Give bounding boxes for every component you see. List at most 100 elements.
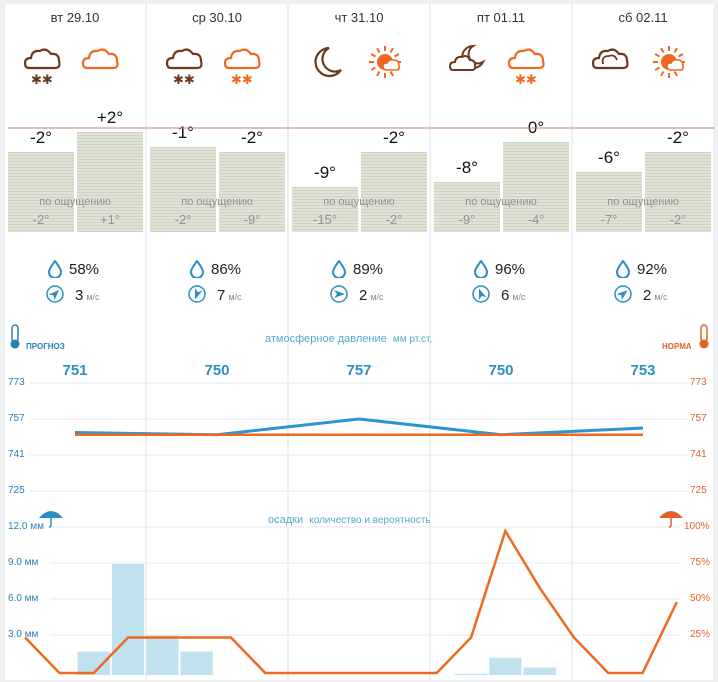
pressure-tick-left: 741 xyxy=(8,449,25,460)
feels-like-caption: по ощущению xyxy=(181,196,253,208)
precip-tick-left: 12.0 мм xyxy=(8,521,44,532)
umbrella-icon xyxy=(659,511,683,528)
feels-like-value: -2° xyxy=(32,212,50,227)
temperature-bar xyxy=(503,142,569,232)
humidity-value: 96% xyxy=(495,261,526,278)
cloud-snow-icon: ✱✱ xyxy=(223,48,261,88)
umbrella-icon xyxy=(39,511,63,528)
svg-text:✱✱: ✱✱ xyxy=(173,73,195,88)
temperature-bar xyxy=(434,182,500,232)
humidity-value: 89% xyxy=(353,261,384,278)
pressure-value: 753 xyxy=(630,362,656,379)
wind-speed: 2 м/с xyxy=(643,287,668,304)
feels-like-value: -7° xyxy=(600,212,618,227)
feels-like-value: -4° xyxy=(527,212,545,227)
wind-direction-icon xyxy=(46,285,64,303)
humidity-drop-icon xyxy=(474,260,488,278)
humidity-value: 92% xyxy=(637,261,668,278)
feels-like-value: -2° xyxy=(174,212,192,227)
day-date: сб 02.11 xyxy=(618,10,668,25)
cloud-icon xyxy=(81,48,119,70)
temperature-value: -8° xyxy=(456,158,478,177)
day-date: ср 30.10 xyxy=(192,10,242,25)
wind-speed: 3 м/с xyxy=(75,287,100,304)
pressure-tick-left: 725 xyxy=(8,485,25,496)
precip-amount-bar xyxy=(180,651,213,675)
feels-like-caption: по ощущению xyxy=(607,196,679,208)
wind-direction-icon xyxy=(330,285,348,303)
precip-title: осадки количество и вероятность xyxy=(268,514,431,526)
day-date: вт 29.10 xyxy=(50,10,100,25)
feels-like-value: -2° xyxy=(669,212,687,227)
moon-icon xyxy=(314,46,342,78)
cloud-snow-icon: ✱✱ xyxy=(507,48,545,88)
svg-text:✱✱: ✱✱ xyxy=(515,73,537,88)
wind-direction-icon xyxy=(188,285,206,303)
feels-like-value: -9° xyxy=(458,212,476,227)
temperature-bar xyxy=(292,187,358,232)
temperature-bar xyxy=(645,152,711,232)
precip-tick-left: 6.0 мм xyxy=(8,593,39,604)
feels-like-value: -2° xyxy=(385,212,403,227)
temperature-bar xyxy=(8,152,74,232)
pressure-title: атмосферное давление мм рт.ст. xyxy=(265,333,433,345)
wind-speed: 6 м/с xyxy=(501,287,526,304)
svg-text:✱✱: ✱✱ xyxy=(31,73,53,88)
temperature-bar xyxy=(219,152,285,232)
humidity-drop-icon xyxy=(332,260,346,278)
precip-tick-right: 75% xyxy=(690,557,711,568)
feels-like-caption: по ощущению xyxy=(465,196,537,208)
temperature-value: -2° xyxy=(667,128,689,147)
humidity-value: 86% xyxy=(211,261,242,278)
day-column[interactable]: сб 02.11 -6° -7° -2° -2° по ощущению 92% 2 м/с… xyxy=(573,4,713,680)
pressure-tick-right: 757 xyxy=(690,413,707,424)
cloud-icon xyxy=(591,48,629,70)
pressure-tick-right: 741 xyxy=(690,449,707,460)
feels-like-caption: по ощущению xyxy=(39,196,111,208)
temperature-value: -6° xyxy=(598,148,620,167)
svg-text:✱✱: ✱✱ xyxy=(231,73,253,88)
precip-tick-left: 3.0 мм xyxy=(8,629,39,640)
feels-like-value: +1° xyxy=(99,212,121,227)
feels-like-value: -9° xyxy=(243,212,261,227)
day-column[interactable]: пт 01.11 ✱✱ -8° -9° 0° -4° по ощущению 96% 6 м/… xyxy=(431,4,571,680)
temperature-bar xyxy=(77,132,143,232)
precip-amount-bar xyxy=(454,673,488,675)
temperature-bar xyxy=(150,147,216,232)
legend-forecast: ПРОГНОЗ xyxy=(26,342,65,351)
precip-amount-bar xyxy=(523,667,556,675)
precip-tick-right: 50% xyxy=(690,593,711,604)
day-date: чт 31.10 xyxy=(334,10,384,25)
wind-direction-icon xyxy=(472,285,490,303)
temperature-value: -2° xyxy=(241,128,263,147)
cloud-snow-icon: ✱✱ xyxy=(165,48,203,88)
sun-icon xyxy=(369,46,401,78)
wind-speed: 2 м/с xyxy=(359,287,384,304)
pressure-value: 751 xyxy=(62,362,88,379)
humidity-drop-icon xyxy=(190,260,204,278)
pressure-tick-left: 757 xyxy=(8,413,25,424)
day-column[interactable]: чт 31.10 -9° -15° -2° -2° по ощущению 89% 2 м/… xyxy=(289,4,429,680)
pressure-tick-right: 725 xyxy=(690,485,707,496)
temperature-value: -9° xyxy=(314,163,336,182)
precip-tick-left: 9.0 мм xyxy=(8,557,39,568)
precip-amount-bar xyxy=(77,651,110,675)
precip-tick-right: 25% xyxy=(690,629,711,640)
cloud-snow-icon: ✱✱ xyxy=(23,48,61,88)
legend-norm: НОРМА xyxy=(662,342,692,351)
pressure-forecast-line xyxy=(74,417,644,437)
precip-tick-right: 100% xyxy=(684,521,710,532)
precip-amount-bar xyxy=(111,564,145,675)
sun-icon xyxy=(653,46,685,78)
temperature-bar xyxy=(361,152,427,232)
humidity-value: 58% xyxy=(69,261,100,278)
pressure-value: 750 xyxy=(488,362,514,379)
humidity-drop-icon xyxy=(48,260,62,278)
wind-speed: 7 м/с xyxy=(217,287,242,304)
thermometer-icon xyxy=(699,324,709,349)
day-column[interactable]: ср 30.10 ✱✱ ✱✱ -1° -2° -2° -9° по ощущению 86% … xyxy=(147,4,287,680)
precip-amount-bar xyxy=(146,635,179,675)
humidity-drop-icon xyxy=(616,260,630,278)
